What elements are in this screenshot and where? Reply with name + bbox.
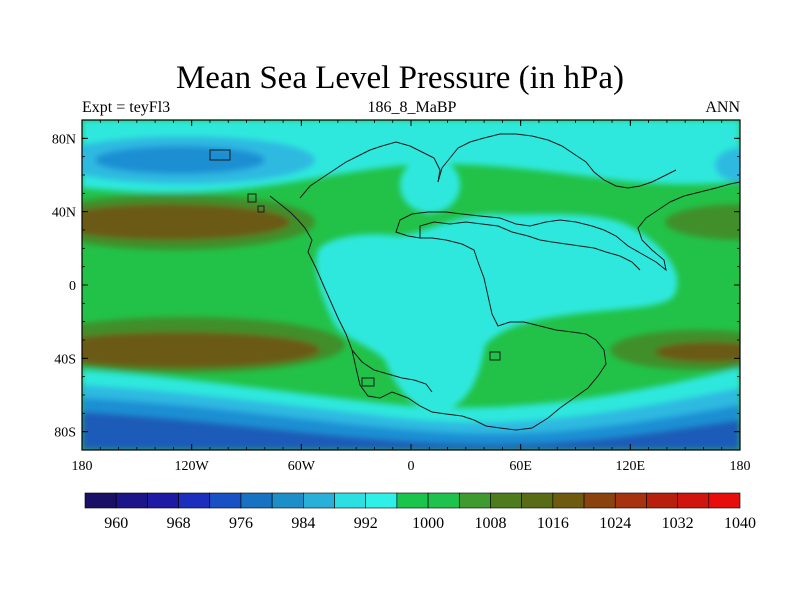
- colorbar-label: 976: [229, 515, 253, 532]
- colorbar-label: 960: [104, 515, 128, 532]
- map-title: Mean Sea Level Pressure (in hPa): [175, 60, 625, 96]
- colorbar-swatch: [365, 492, 398, 509]
- colorbar-swatch: [303, 492, 335, 509]
- colorbar-label: 984: [291, 515, 315, 532]
- colorbar-label: 968: [167, 515, 191, 532]
- islands-outline: [209, 149, 501, 387]
- experiment-label: Expt = teyFl3: [82, 99, 171, 116]
- colorbar-label: 1000: [412, 515, 444, 532]
- continent-outlines: [209, 133, 740, 431]
- colorbar-swatch: [490, 492, 522, 509]
- north-subtropical-high-core: [82, 204, 290, 240]
- northern-landmass-outline: [299, 133, 677, 199]
- x-tick-label: 60W: [288, 459, 316, 474]
- colorbar-swatch: [209, 492, 242, 509]
- season-label: ANN: [705, 99, 740, 116]
- continental-low: [316, 213, 678, 412]
- colorbar-swatch: [334, 492, 367, 509]
- y-tick-label: 0: [69, 279, 76, 294]
- colorbar-swatch: [84, 492, 117, 509]
- x-tick-label: 120W: [175, 459, 210, 474]
- colorbar-swatch: [115, 492, 148, 509]
- colorbar-swatch: [240, 492, 273, 509]
- colorbar-swatch: [396, 492, 429, 509]
- colorbar-swatch: [646, 492, 678, 509]
- south-gondwana-outline: [351, 349, 433, 393]
- y-tick-label: 80N: [52, 132, 76, 147]
- colorbar-label: 1024: [599, 515, 631, 532]
- x-tick-label: 120E: [616, 459, 646, 474]
- colorbar-swatch: [427, 492, 460, 509]
- north-pacific-low-core: [95, 146, 265, 174]
- colorbar-swatch: [147, 492, 179, 509]
- colorbar-label: 1032: [662, 515, 694, 532]
- age-label: 186_8_MaBP: [367, 99, 457, 116]
- colorbar-swatch: [583, 492, 616, 509]
- colorbar-swatch: [521, 492, 554, 509]
- colorbar-swatch: [178, 492, 211, 509]
- arctic-cyan-patch: [400, 157, 460, 213]
- colorbar-label: 1016: [537, 515, 569, 532]
- colorbar-swatch: [271, 492, 304, 509]
- pressure-field: [82, 120, 740, 450]
- colorbar-swatch: [708, 492, 741, 509]
- x-tick-label: 180: [730, 459, 751, 474]
- northeast-high: [665, 204, 740, 240]
- colorbar-swatch: [614, 492, 647, 509]
- western-coast-outline: [269, 195, 306, 229]
- x-tick-label: 60E: [509, 459, 532, 474]
- x-tick-label: 0: [408, 459, 415, 474]
- colorbar: 960 968 976 984 992 1000 1008 1016 1024 1032 1040: [84, 492, 756, 532]
- colorbar-swatch: [552, 492, 585, 509]
- colorbar-label: 992: [354, 515, 378, 532]
- y-tick-label: 80S: [54, 426, 76, 441]
- x-tick-label: 180: [72, 459, 93, 474]
- colorbar-label: 1040: [724, 515, 756, 532]
- southeast-high-core: [655, 342, 740, 362]
- colorbar-swatch: [458, 492, 491, 509]
- y-tick-label: 40N: [52, 206, 76, 221]
- south-subtropical-high-core: [82, 332, 320, 368]
- pangaea-outline: [304, 181, 740, 431]
- colorbar-label: 1008: [474, 515, 506, 532]
- southern-band-deep: [82, 412, 740, 450]
- northeast-low: [715, 147, 740, 183]
- colorbar-swatch: [677, 492, 710, 509]
- inner-sea-outline: [419, 221, 641, 271]
- map-axes: 180 120W 60W 0 60E 120E 180 80N 40N 0 40S 80S: [52, 119, 751, 474]
- y-tick-label: 40S: [54, 352, 76, 367]
